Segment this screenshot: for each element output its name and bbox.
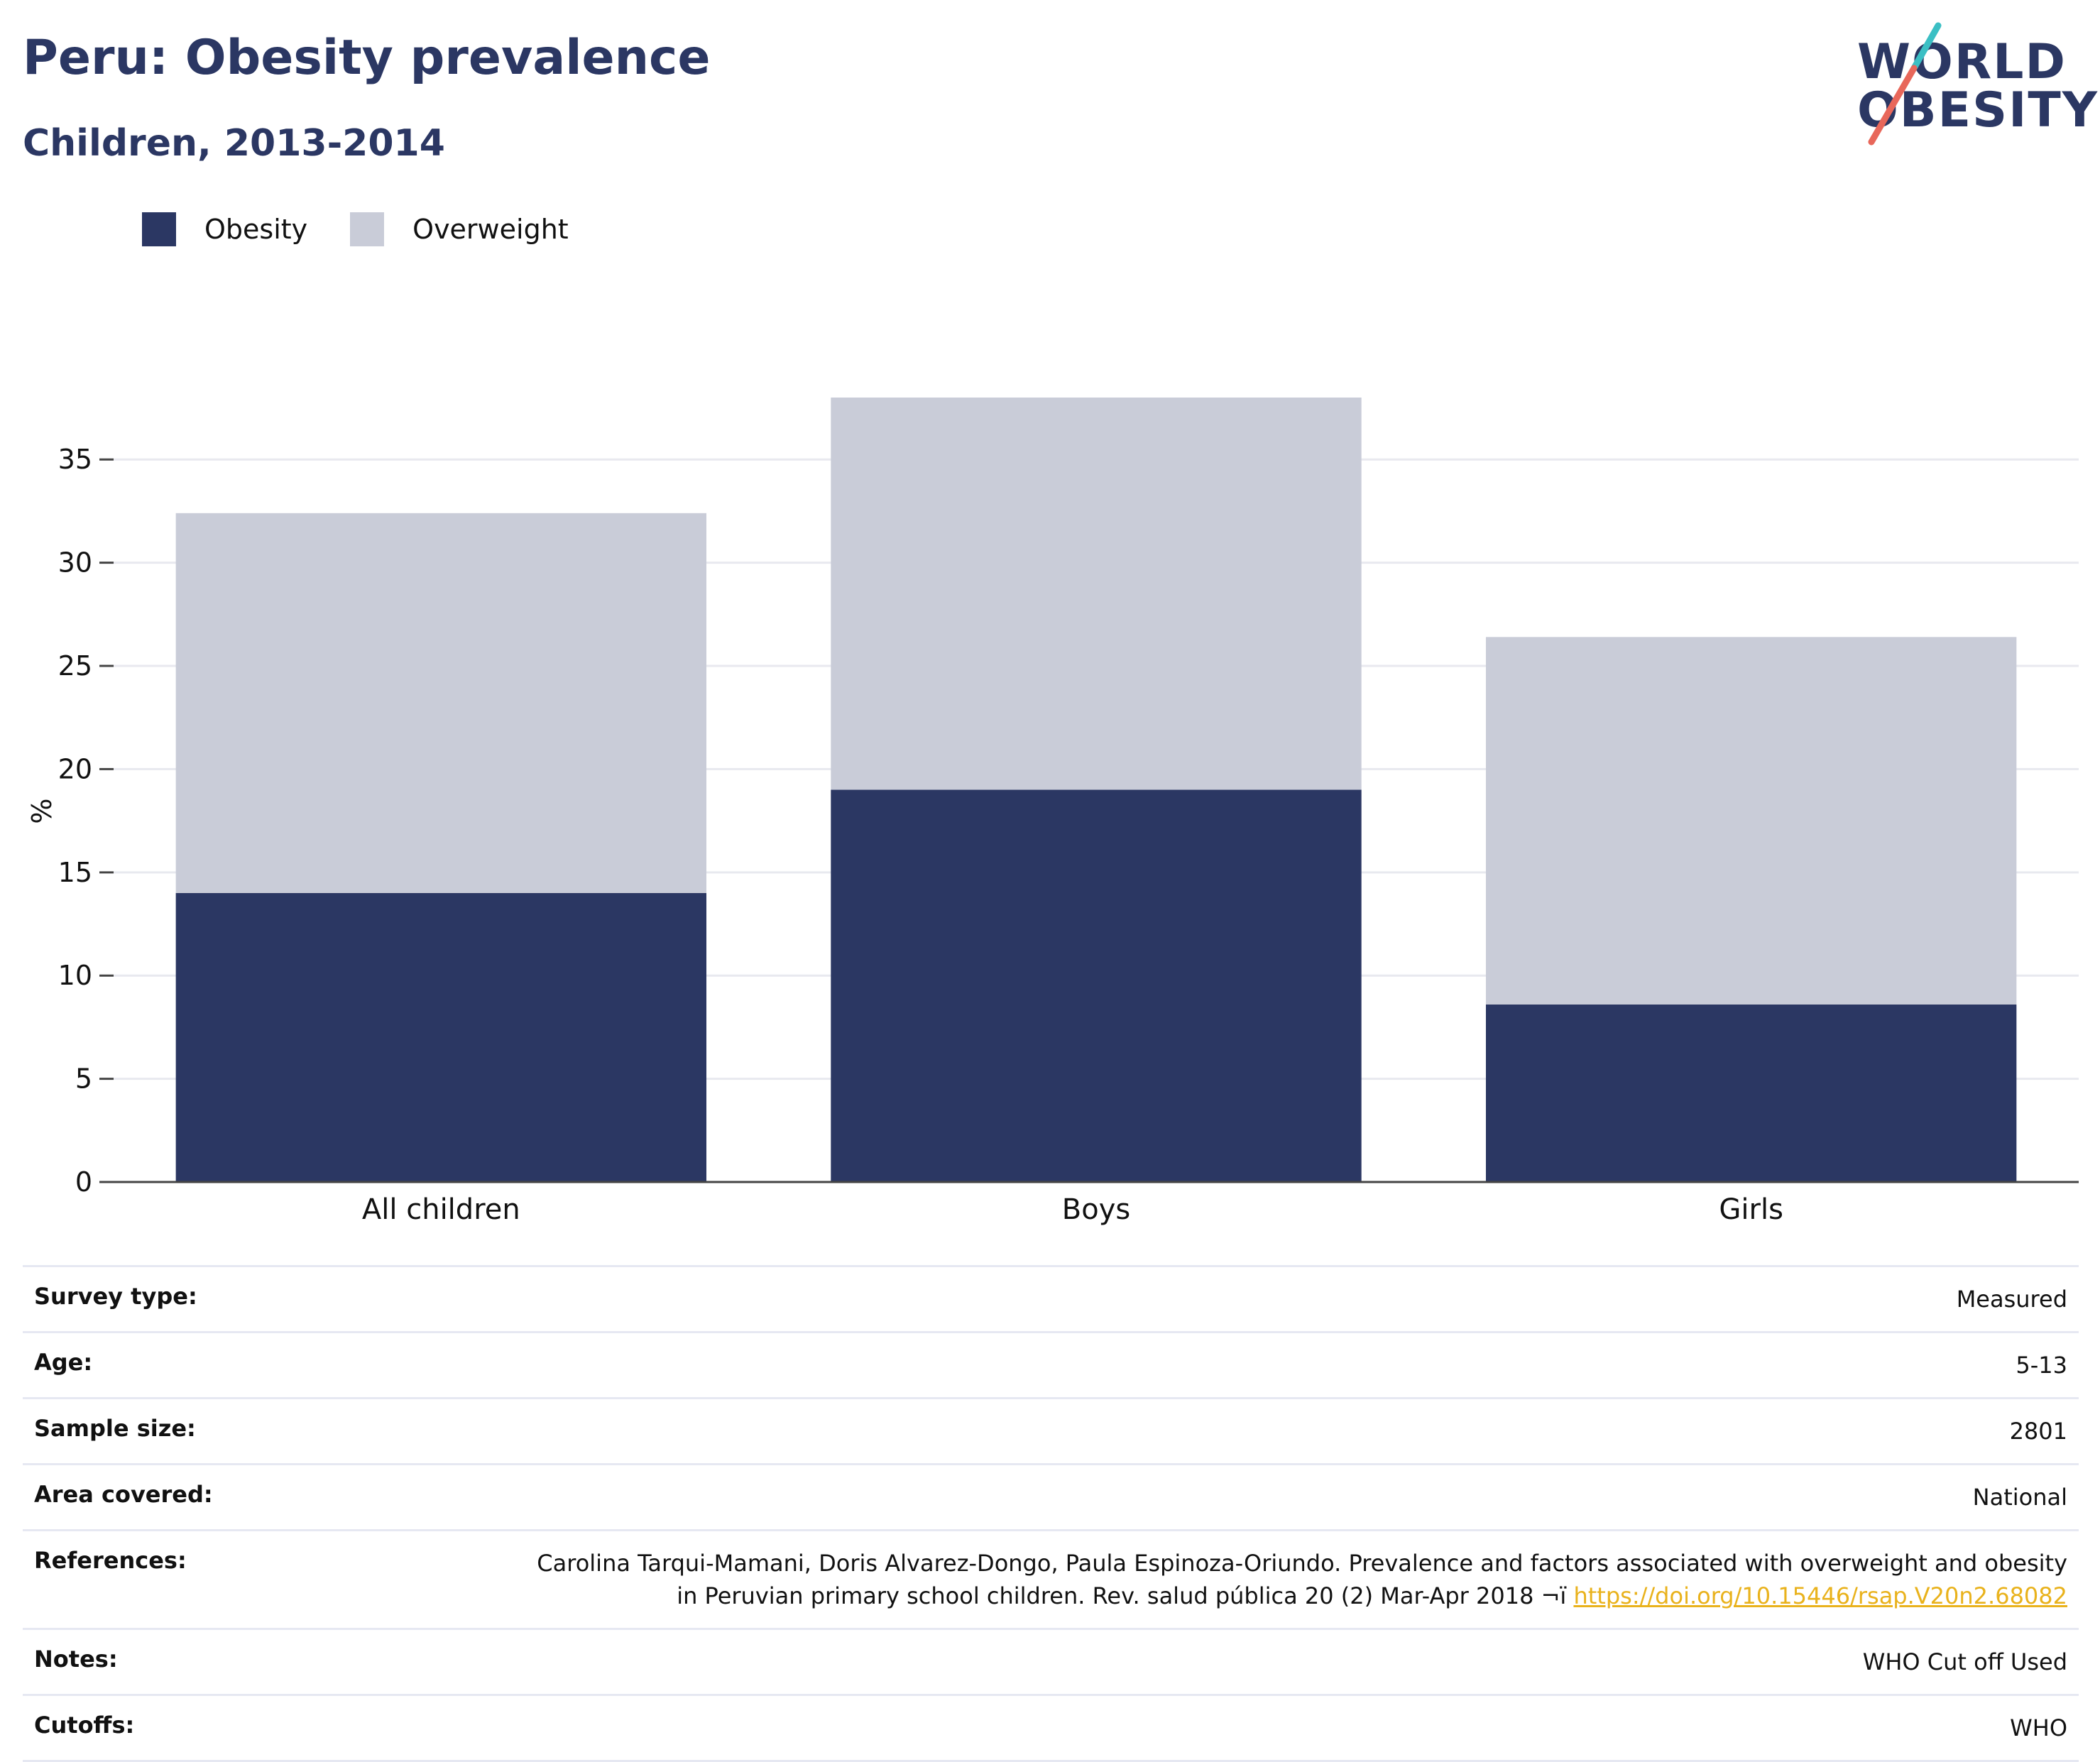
bar-chart: 0 5 10 15 20 25 30 35% All children Boys Girls (26, 398, 2079, 1226)
cutoffs-value: WHO (2010, 1714, 2067, 1741)
bar-overweight-girls (1485, 637, 2017, 1005)
reference-text-line1: Carolina Tarqui-Mamani, Doris Alvarez-Do… (537, 1550, 2067, 1577)
y-tick-label-30: 30 (58, 547, 92, 579)
survey-info-table: Survey type: Measured Age: 5-13 Sample s… (23, 1265, 2079, 1762)
survey-type-label: Survey type: (34, 1283, 197, 1310)
logo-slash-icon (1868, 22, 1942, 146)
y-tick-label-15: 15 (58, 857, 92, 888)
x-tick-label-all-children: All children (362, 1193, 520, 1226)
notes-label: Notes: (34, 1646, 118, 1673)
reference-text-line2: in Peruvian primary school children. Rev… (677, 1582, 1567, 1609)
notes-value: WHO Cut off Used (1862, 1648, 2067, 1675)
legend-swatch-obesity (142, 212, 176, 246)
chart-subtitle: Children, 2013-2014 (23, 122, 445, 165)
legend-label-overweight: Overweight (412, 214, 569, 245)
info-row-cutoffs: Cutoffs: WHO (23, 1695, 2079, 1761)
age-label: Age: (34, 1349, 93, 1376)
world-obesity-logo: WORLD OBESITY (1846, 21, 2097, 149)
y-tick-label-10: 10 (58, 960, 92, 991)
cutoffs-label: Cutoffs: (34, 1712, 135, 1739)
reference-doi-link[interactable]: https://doi.org/10.15446/rsap.V20n2.6808… (1573, 1582, 2067, 1609)
area-covered-label: Area covered: (34, 1481, 213, 1508)
sample-size-value: 2801 (2009, 1418, 2067, 1445)
y-tick-label-5: 5 (75, 1063, 92, 1095)
age-value: 5-13 (2016, 1352, 2067, 1379)
bar-overweight-all-children (175, 513, 707, 893)
references-label: References: (34, 1547, 187, 1574)
chart-legend: Obesity Overweight (142, 212, 611, 247)
chart-title: Peru: Obesity prevalence (23, 30, 711, 86)
y-tick-label-25: 25 (58, 650, 92, 682)
area-covered-value: National (1972, 1484, 2067, 1511)
logo-text-world: WORLD (1857, 34, 2067, 90)
info-row-sample-size: Sample size: 2801 (23, 1398, 2079, 1465)
bar-obesity-all-children (175, 892, 707, 1182)
x-tick-label-boys: Boys (1062, 1193, 1130, 1226)
survey-type-value: Measured (1956, 1286, 2067, 1313)
info-row-survey-type: Survey type: Measured (23, 1266, 2079, 1333)
sample-size-label: Sample size: (34, 1415, 196, 1442)
legend-swatch-overweight (350, 212, 385, 246)
info-row-area-covered: Area covered: National (23, 1464, 2079, 1531)
bar-obesity-boys (831, 789, 1362, 1182)
info-row-notes: Notes: WHO Cut off Used (23, 1629, 2079, 1695)
y-tick-label-20: 20 (58, 753, 92, 784)
references-value: Carolina Tarqui-Mamani, Doris Alvarez-Do… (471, 1531, 2079, 1629)
bar-obesity-girls (1485, 1004, 2017, 1182)
legend-item-overweight[interactable]: Overweight (350, 212, 569, 246)
info-row-age: Age: 5-13 (23, 1332, 2079, 1399)
x-tick-label-girls: Girls (1719, 1193, 1783, 1226)
y-tick-label-0: 0 (75, 1166, 92, 1198)
y-tick-label-35: 35 (58, 444, 92, 475)
info-row-references: References: Carolina Tarqui-Mamani, Dori… (23, 1530, 2079, 1629)
legend-item-obesity[interactable]: Obesity (142, 212, 307, 246)
legend-label-obesity: Obesity (204, 214, 308, 245)
bar-overweight-boys (831, 398, 1362, 790)
y-axis-label: % (26, 798, 58, 823)
